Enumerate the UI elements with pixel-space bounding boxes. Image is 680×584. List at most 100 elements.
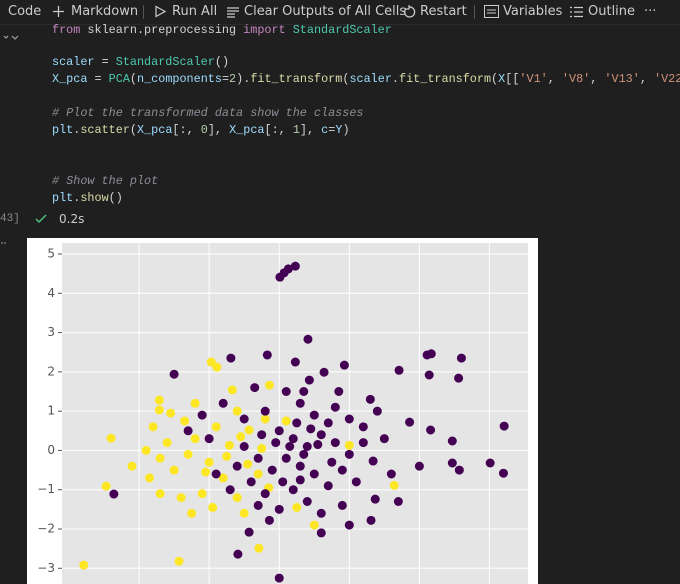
code-token: plt [52, 123, 74, 137]
code-token: ( [129, 123, 137, 137]
point [313, 440, 323, 450]
code-token: = [221, 72, 230, 86]
code-token: 'V8' [561, 72, 591, 86]
point [267, 465, 277, 475]
point [233, 549, 243, 559]
success-icon [35, 214, 47, 224]
point [145, 473, 155, 483]
point [281, 416, 291, 426]
point [106, 433, 116, 443]
point [190, 398, 200, 408]
point [454, 465, 464, 475]
plot-background [62, 243, 528, 584]
point [372, 406, 382, 416]
code-token: ( [342, 72, 350, 86]
point [254, 543, 264, 553]
point [299, 449, 309, 459]
point [309, 520, 319, 530]
point [414, 461, 424, 471]
code-token: ( [491, 72, 499, 86]
point [260, 414, 270, 424]
point [281, 387, 291, 396]
code-token: PCA [108, 72, 130, 86]
point [499, 421, 509, 431]
point [176, 493, 186, 503]
code-token: scaler [349, 72, 392, 86]
point [224, 440, 234, 450]
code-token: X_pca [229, 123, 265, 137]
code-line: plt.show() [52, 190, 123, 207]
code-token: StandardScaler [285, 23, 392, 37]
point [141, 445, 151, 455]
point [295, 461, 305, 471]
point [155, 489, 165, 499]
y-tick-label: −3 [37, 561, 55, 575]
point [303, 334, 313, 344]
code-token: () [108, 191, 123, 205]
code-token: StandardScaler [115, 55, 215, 69]
code-token: fit_transform [250, 72, 343, 86]
y-tick-label: 5 [47, 247, 55, 261]
outline-icon [570, 6, 583, 18]
more[interactable]: ··· [644, 4, 657, 19]
point [236, 432, 246, 442]
variables[interactable]: Variables [503, 4, 563, 19]
execution-count: 43] [0, 213, 20, 225]
code-token: plt [52, 191, 74, 205]
code-token: sklearn.preprocessing [80, 23, 244, 37]
code-token: from [52, 23, 81, 37]
point [337, 500, 347, 510]
y-tick-label: 3 [47, 325, 55, 339]
y-tick-label: −2 [37, 522, 55, 536]
point [274, 426, 284, 436]
point [344, 449, 354, 459]
point [302, 442, 312, 451]
point [386, 469, 396, 479]
point [316, 430, 326, 440]
outline[interactable]: Outline [588, 4, 636, 19]
point [226, 353, 236, 363]
run-all[interactable]: Run All [172, 4, 218, 19]
clear-outputs[interactable]: Clear Outputs of All Cells [244, 4, 407, 19]
point [288, 485, 298, 495]
add-markdown[interactable]: Markdown [71, 4, 139, 19]
code-token: show [80, 191, 109, 205]
point [264, 380, 274, 390]
code-token: 'V13' [604, 72, 640, 86]
point [239, 508, 249, 518]
point [292, 502, 302, 512]
point [454, 373, 464, 383]
toolbar: Code Markdown Run All Clear Outputs of A… [0, 0, 680, 25]
code-token: = [328, 123, 336, 137]
point [426, 425, 436, 435]
collapse-chevrons [3, 35, 19, 40]
point [155, 453, 165, 463]
point [271, 438, 281, 448]
code-token: () [214, 55, 230, 69]
code-token: 'V1' [519, 72, 548, 86]
point [239, 414, 249, 424]
point [243, 459, 253, 469]
point [246, 477, 256, 487]
code-token: 'V22' [653, 72, 680, 86]
code-line: scaler = StandardScaler() [52, 54, 229, 71]
code-token: . [73, 191, 81, 205]
separator [474, 5, 475, 19]
point [264, 515, 274, 525]
restart[interactable]: Restart [420, 4, 467, 19]
code-token: ], [207, 123, 230, 137]
point [109, 489, 119, 499]
point [368, 456, 378, 466]
point [239, 442, 249, 451]
point [323, 481, 333, 491]
separator [143, 5, 144, 19]
code-line: # Plot the transformed data show the cla… [52, 105, 364, 122]
code-token: X_pca [52, 72, 88, 86]
point [244, 527, 254, 537]
add-code[interactable]: Code [8, 4, 42, 19]
point [218, 398, 228, 408]
point [232, 461, 242, 471]
code-token: [:, [264, 123, 293, 137]
code-token: # Show the plot [52, 174, 159, 188]
point [127, 461, 137, 471]
